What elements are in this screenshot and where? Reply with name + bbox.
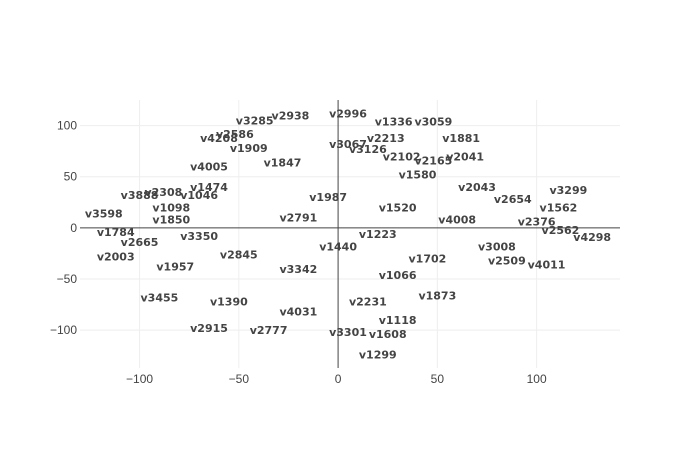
point-label: v3299	[549, 184, 587, 197]
point-label: v1957	[156, 261, 194, 274]
point-label: v1881	[442, 132, 480, 145]
point-label: v1299	[359, 349, 397, 362]
y-tick-label: −50	[57, 272, 78, 286]
point-label: v2654	[494, 193, 532, 206]
point-label: v1784	[97, 226, 135, 239]
point-label: v3285	[236, 114, 274, 127]
y-tick-label: 100	[57, 119, 77, 133]
point-label: v1873	[418, 289, 456, 302]
y-tick-label: −100	[50, 323, 77, 337]
point-label: v1850	[152, 214, 190, 227]
point-label: v1223	[359, 228, 397, 241]
point-label: v1440	[319, 240, 357, 253]
point-label: v2041	[446, 150, 484, 163]
point-label: v2043	[458, 181, 496, 194]
point-label: v1909	[230, 142, 268, 155]
point-label: v1390	[210, 296, 248, 309]
point-label: v4011	[528, 259, 566, 272]
point-label: v2509	[488, 255, 526, 268]
point-label: v4008	[438, 214, 476, 227]
point-label: v2845	[220, 248, 258, 261]
point-label: v1580	[399, 169, 437, 182]
point-label: v1118	[379, 314, 417, 327]
x-tick-label: −100	[126, 372, 153, 386]
point-label: v3301	[329, 326, 367, 339]
grid-lines	[80, 100, 620, 368]
point-label: v2665	[121, 236, 159, 249]
point-label: v2165	[414, 154, 452, 167]
point-label: v3067	[329, 138, 367, 151]
point-label: v2102	[383, 150, 421, 163]
point-label: v1066	[379, 269, 417, 282]
point-label: v2003	[97, 251, 135, 264]
point-label: v2996	[329, 107, 367, 120]
point-label: v2777	[250, 324, 288, 337]
x-tick-label: 50	[431, 372, 445, 386]
point-label: v2791	[279, 212, 317, 225]
x-axis-ticks: −100 −50 0 50 100	[126, 372, 547, 386]
point-label: v2376	[518, 216, 556, 229]
y-tick-label: 0	[70, 221, 77, 235]
point-label: v1702	[409, 253, 447, 266]
point-label: v2562	[542, 224, 580, 237]
point-label: v3455	[141, 291, 179, 304]
point-label: v1987	[309, 191, 347, 204]
point-label: v1474	[190, 181, 228, 194]
point-label: v3008	[478, 240, 516, 253]
point-label: v4298	[573, 231, 611, 244]
point-label: v2308	[144, 186, 182, 199]
y-axis-ticks: −100 −50 0 50 100	[50, 119, 77, 338]
point-label: v1608	[369, 328, 407, 341]
x-tick-label: −50	[229, 372, 250, 386]
point-label: v3126	[349, 143, 387, 156]
x-tick-label: 0	[335, 372, 342, 386]
point-label: v1847	[264, 156, 302, 169]
point-label: v4031	[279, 306, 317, 319]
point-label: v2231	[349, 296, 387, 309]
point-label: v3342	[279, 263, 317, 276]
point-label: v3598	[85, 208, 123, 221]
point-label: v2586	[216, 128, 254, 141]
point-label: v1098	[152, 201, 190, 214]
point-label: v1562	[540, 201, 578, 214]
point-label: v4005	[190, 160, 228, 173]
point-label: v2938	[272, 109, 310, 122]
point-label: v3888	[121, 189, 159, 202]
y-tick-label: 50	[64, 170, 78, 184]
point-label: v1520	[379, 201, 417, 214]
point-label: v4208	[200, 132, 238, 145]
x-tick-label: 100	[527, 372, 547, 386]
point-label: v2213	[367, 132, 405, 145]
point-label: v3059	[414, 115, 452, 128]
point-label: v1336	[375, 115, 413, 128]
point-label: v2915	[190, 322, 228, 335]
point-label: v1046	[180, 189, 218, 202]
point-label: v3350	[180, 230, 218, 243]
zero-lines	[80, 100, 620, 368]
